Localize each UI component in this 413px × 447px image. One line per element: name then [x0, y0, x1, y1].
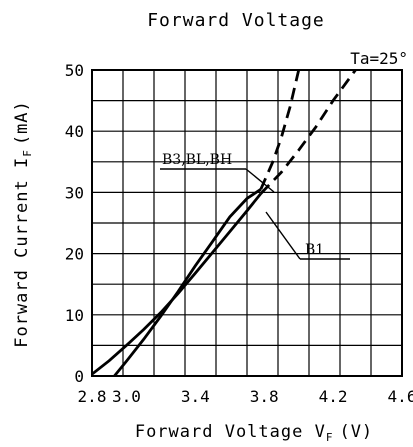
y-tick-label: 20	[65, 245, 84, 264]
y-tick-label: 30	[65, 183, 84, 202]
legend-b1: B1	[265, 211, 350, 260]
grid-lines	[92, 70, 402, 376]
chart-title: Forward Voltage	[147, 10, 325, 31]
legend-b3-leader	[245, 168, 275, 193]
x-tick-label: 4.6	[388, 387, 413, 406]
y-axis-label-subscript: F	[21, 149, 34, 157]
y-tick-label: 50	[65, 61, 84, 80]
series-lines	[91, 69, 357, 377]
y-tick-label: 40	[65, 122, 84, 141]
plot-area-border	[91, 69, 403, 377]
legend-b3-bl-bh: B3,BL,BH	[160, 152, 275, 193]
x-tick-label: 4.2	[319, 387, 348, 406]
y-axis-label-main: Forward Current I	[12, 157, 32, 348]
temperature-condition: Ta=25°	[350, 49, 408, 68]
x-axis-label-unit: (V)	[339, 422, 373, 442]
y-axis-label: Forward Current IF (mA)	[12, 100, 34, 348]
series-line-b1-dashed	[259, 69, 357, 195]
series-line-b3-bl-bh-solid	[113, 188, 262, 377]
series-label-b3-bl-bh: B3,BL,BH	[162, 152, 232, 168]
x-axis-label-subscript: F	[326, 431, 334, 444]
x-tick-label: 3.4	[181, 387, 210, 406]
x-axis-label-main: Forward Voltage V	[135, 422, 326, 442]
x-tick-label: 3.0	[112, 387, 141, 406]
x-tick-label: 2.8	[78, 387, 107, 406]
series-label-b1: B1	[305, 242, 324, 258]
x-axis-label: Forward Voltage VF (V)	[135, 422, 373, 444]
series-line-b3-bl-bh-dashed	[259, 69, 301, 190]
y-axis-label-unit: (mA)	[12, 100, 32, 145]
y-tick-label: 0	[74, 367, 84, 386]
legend-b1-leader	[265, 211, 301, 260]
x-axis-ticks: 2.8 3.0 3.4 3.8 4.2 4.6	[78, 387, 413, 406]
y-axis-ticks: 0 10 20 30 40 50	[65, 61, 84, 386]
y-tick-label: 10	[65, 306, 84, 325]
x-tick-label: 3.8	[250, 387, 279, 406]
